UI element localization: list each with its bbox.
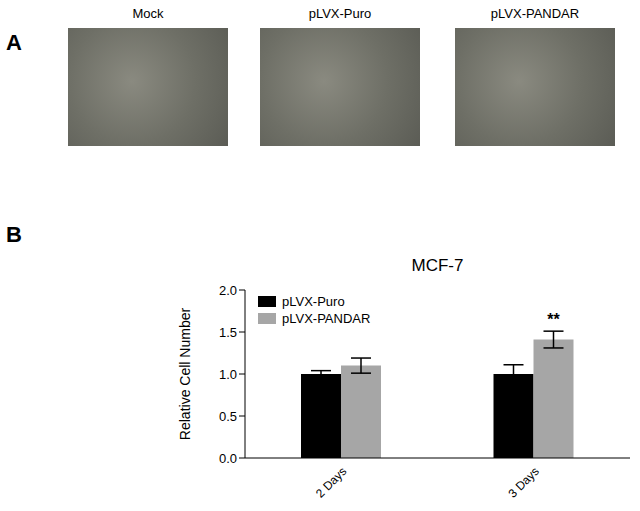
html-text:pLVX-Puro: pLVX-Puro (308, 6, 372, 21)
html-text:MCF-7: MCF-7 (411, 256, 464, 275)
html-text:A: A (6, 30, 22, 55)
svg-text:0.0: 0.0 (219, 451, 237, 466)
svg-text:2 Days: 2 Days (313, 464, 349, 500)
svg-text:1.5: 1.5 (219, 325, 237, 340)
html-text:pLVX-Puro: pLVX-Puro (282, 294, 345, 309)
svg-text:2.0: 2.0 (219, 283, 237, 298)
html-text:B: B (6, 222, 22, 247)
html-text:pLVX-PANDAR: pLVX-PANDAR (282, 311, 371, 326)
svg-text:**: ** (547, 311, 560, 328)
svg-text:Relative Cell Number: Relative Cell Number (177, 308, 193, 441)
svg-text:3 Days: 3 Days (506, 464, 542, 500)
html-text:pLVX-PANDAR: pLVX-PANDAR (490, 6, 580, 21)
svg-text:1.0: 1.0 (219, 367, 237, 382)
svg-text:0.5: 0.5 (219, 409, 237, 424)
html-text:Mock: Mock (132, 6, 164, 21)
